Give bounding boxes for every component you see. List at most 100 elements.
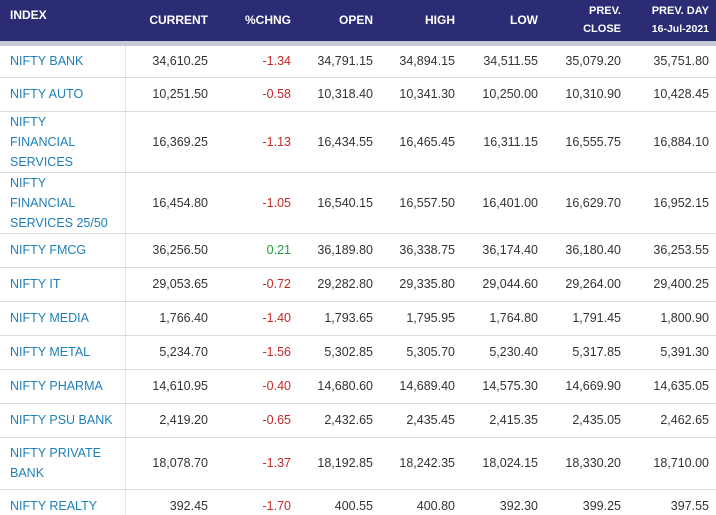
cell-open: 29,282.80 (298, 267, 380, 302)
cell-prev-close: 399.25 (545, 489, 628, 515)
cell-prev-day: 35,751.80 (628, 43, 716, 78)
cell-chng: -0.58 (215, 77, 298, 112)
cell-prev-close: 16,555.75 (545, 111, 628, 173)
index-name-link[interactable]: NIFTY REALTY (0, 489, 126, 515)
cell-high: 1,795.95 (380, 301, 462, 336)
cell-open: 1,793.65 (298, 301, 380, 336)
table-row: NIFTY BANK 34,610.25 -1.34 34,791.15 34,894.… (0, 43, 716, 78)
table-row: NIFTY PSU BANK 2,419.20 -0.65 2,432.65 2,435… (0, 403, 716, 438)
cell-current: 34,610.25 (125, 43, 215, 78)
cell-open: 10,318.40 (298, 77, 380, 112)
cell-open: 16,540.15 (298, 172, 380, 234)
cell-prev-day: 5,391.30 (628, 335, 716, 370)
cell-prev-close: 1,791.45 (545, 301, 628, 336)
cell-open: 400.55 (298, 489, 380, 515)
cell-chng: -1.05 (215, 172, 298, 234)
header-prev-day-date: 16-Jul-2021 (651, 23, 709, 36)
header-prev-day[interactable]: PREV. DAY 16-Jul-2021 (628, 0, 716, 46)
cell-low: 16,311.15 (462, 111, 545, 173)
cell-prev-day: 1,800.90 (628, 301, 716, 336)
table-row: NIFTY AUTO 10,251.50 -0.58 10,318.40 10,341.… (0, 77, 716, 112)
cell-prev-close: 5,317.85 (545, 335, 628, 370)
cell-low: 14,575.30 (462, 369, 545, 404)
cell-low: 2,415.35 (462, 403, 545, 438)
table-row: NIFTY FINANCIAL SERVICES 16,369.25 -1.13 16… (0, 111, 716, 173)
cell-low: 10,250.00 (462, 77, 545, 112)
cell-prev-day: 16,952.15 (628, 172, 716, 234)
table-row: NIFTY PHARMA 14,610.95 -0.40 14,680.60 14,68… (0, 369, 716, 404)
cell-current: 5,234.70 (125, 335, 215, 370)
cell-chng: -1.70 (215, 489, 298, 515)
cell-high: 400.80 (380, 489, 462, 515)
cell-high: 34,894.15 (380, 43, 462, 78)
cell-current: 10,251.50 (125, 77, 215, 112)
index-name-link[interactable]: NIFTY IT (0, 267, 126, 302)
cell-chng: -0.40 (215, 369, 298, 404)
index-name-link[interactable]: NIFTY PRIVATE BANK (0, 437, 126, 490)
header-index[interactable]: INDEX (0, 0, 125, 46)
cell-open: 34,791.15 (298, 43, 380, 78)
index-name-link[interactable]: NIFTY FINANCIAL SERVICES 25/50 (0, 172, 126, 234)
header-prev-day-line1: PREV. DAY (651, 5, 709, 18)
cell-open: 16,434.55 (298, 111, 380, 173)
table-row: NIFTY PRIVATE BANK 18,078.70 -1.37 18,192.8… (0, 437, 716, 490)
cell-high: 16,557.50 (380, 172, 462, 234)
cell-current: 392.45 (125, 489, 215, 515)
index-name-link[interactable]: NIFTY AUTO (0, 77, 126, 112)
cell-current: 1,766.40 (125, 301, 215, 336)
cell-prev-day: 18,710.00 (628, 437, 716, 490)
table-row: NIFTY FMCG 36,256.50 0.21 36,189.80 36,338.7… (0, 233, 716, 268)
cell-prev-close: 10,310.90 (545, 77, 628, 112)
header-low[interactable]: LOW (462, 0, 545, 46)
cell-low: 34,511.55 (462, 43, 545, 78)
cell-high: 29,335.80 (380, 267, 462, 302)
cell-chng: 0.21 (215, 233, 298, 268)
cell-open: 18,192.85 (298, 437, 380, 490)
index-name-link[interactable]: NIFTY PHARMA (0, 369, 126, 404)
index-name-link[interactable]: NIFTY METAL (0, 335, 126, 370)
cell-prev-day: 14,635.05 (628, 369, 716, 404)
cell-current: 2,419.20 (125, 403, 215, 438)
cell-chng: -0.65 (215, 403, 298, 438)
index-name-link[interactable]: NIFTY FINANCIAL SERVICES (0, 111, 126, 173)
cell-prev-day: 36,253.55 (628, 233, 716, 268)
index-name-link[interactable]: NIFTY BANK (0, 43, 126, 78)
cell-chng: -0.72 (215, 267, 298, 302)
cell-current: 14,610.95 (125, 369, 215, 404)
cell-prev-close: 2,435.05 (545, 403, 628, 438)
cell-current: 36,256.50 (125, 233, 215, 268)
cell-prev-close: 14,669.90 (545, 369, 628, 404)
cell-prev-close: 29,264.00 (545, 267, 628, 302)
index-name-link[interactable]: NIFTY FMCG (0, 233, 126, 268)
cell-prev-close: 18,330.20 (545, 437, 628, 490)
cell-high: 2,435.45 (380, 403, 462, 438)
cell-open: 14,680.60 (298, 369, 380, 404)
header-chng[interactable]: %CHNG (215, 0, 298, 46)
cell-prev-close: 36,180.40 (545, 233, 628, 268)
cell-high: 14,689.40 (380, 369, 462, 404)
cell-prev-day: 16,884.10 (628, 111, 716, 173)
cell-open: 5,302.85 (298, 335, 380, 370)
table-row: NIFTY FINANCIAL SERVICES 25/50 16,454.80-… (0, 172, 716, 234)
header-prev-close[interactable]: PREV. CLOSE (545, 0, 628, 46)
cell-low: 1,764.80 (462, 301, 545, 336)
cell-current: 18,078.70 (125, 437, 215, 490)
cell-prev-day: 29,400.25 (628, 267, 716, 302)
cell-open: 2,432.65 (298, 403, 380, 438)
index-name-link[interactable]: NIFTY MEDIA (0, 301, 126, 336)
cell-prev-day: 397.55 (628, 489, 716, 515)
cell-chng: -1.40 (215, 301, 298, 336)
cell-current: 16,454.80 (125, 172, 215, 234)
cell-open: 36,189.80 (298, 233, 380, 268)
cell-high: 10,341.30 (380, 77, 462, 112)
cell-low: 29,044.60 (462, 267, 545, 302)
header-current[interactable]: CURRENT (125, 0, 215, 46)
index-name-link[interactable]: NIFTY PSU BANK (0, 403, 126, 438)
header-open[interactable]: OPEN (298, 0, 380, 46)
header-high[interactable]: HIGH (380, 0, 462, 46)
cell-low: 16,401.00 (462, 172, 545, 234)
cell-prev-close: 35,079.20 (545, 43, 628, 78)
cell-low: 5,230.40 (462, 335, 545, 370)
header-prev-close-line2: CLOSE (583, 23, 621, 36)
